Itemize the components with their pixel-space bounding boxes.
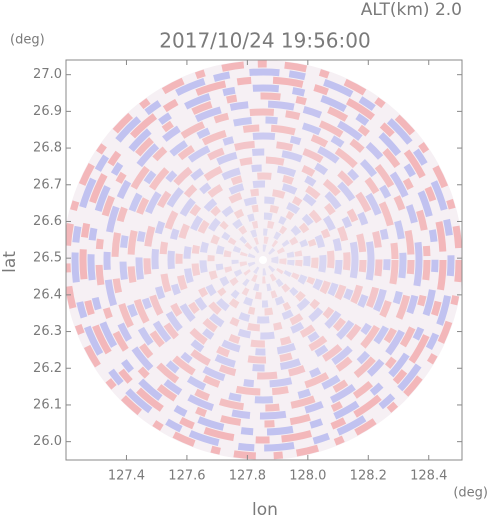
x-tick-label: 127.8 (229, 469, 266, 484)
y-tick-label: 26.2 (33, 361, 62, 376)
y-tick-label: 26.9 (33, 104, 62, 119)
x-tick-label: 128.2 (350, 469, 387, 484)
chart-title: 2017/10/24 19:56:00 (159, 29, 370, 53)
x-axis-label: lon (252, 500, 278, 520)
y-unit: (deg) (10, 33, 45, 48)
x-tick-label: 127.4 (108, 469, 145, 484)
y-tick-label: 26.1 (33, 397, 62, 412)
y-axis-label: lat (0, 251, 20, 273)
y-tick-label: 26.0 (33, 434, 62, 449)
x-tick-label: 127.6 (168, 469, 205, 484)
x-tick-label: 128.0 (289, 469, 326, 484)
plot-frame (65, 59, 463, 461)
y-tick-label: 26.6 (33, 214, 62, 229)
y-tick-label: 26.5 (33, 251, 62, 266)
y-tick-label: 26.4 (33, 287, 62, 302)
x-tick-label: 128.4 (410, 469, 447, 484)
y-tick-label: 26.3 (33, 324, 62, 339)
y-tick-label: 26.7 (33, 177, 62, 192)
radar-disc (66, 60, 462, 460)
altitude-label: ALT(km) 2.0 (361, 0, 462, 20)
y-tick-label: 27.0 (33, 67, 62, 82)
y-tick-label: 26.8 (33, 141, 62, 156)
x-unit: (deg) (453, 486, 488, 501)
